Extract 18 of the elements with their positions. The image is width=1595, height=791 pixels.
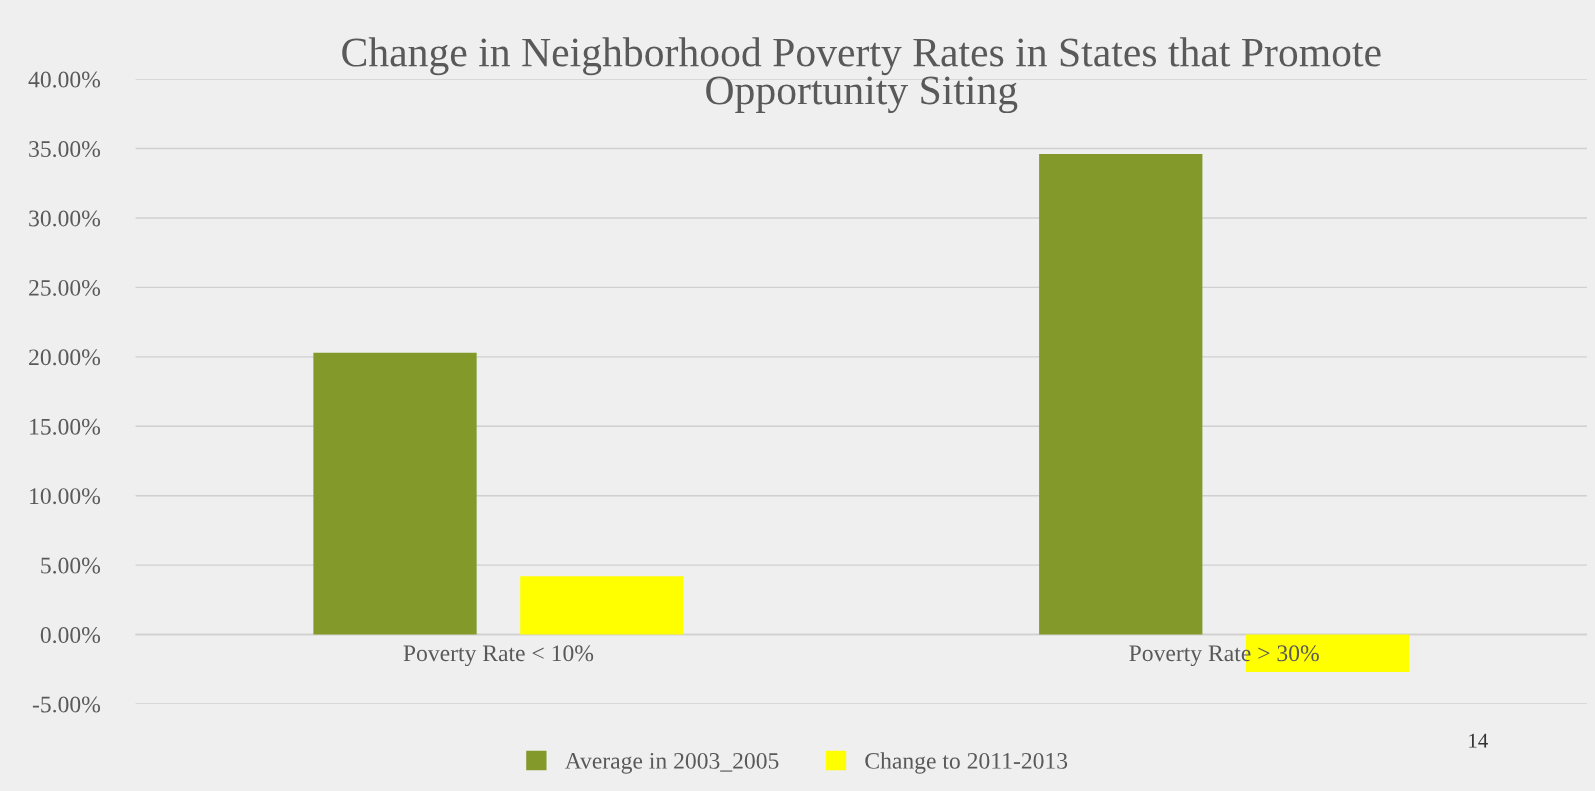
y-tick-label: 15.00% (30, 418, 101, 435)
bar (313, 352, 477, 635)
y-tick-label: 40.00% (28, 71, 101, 88)
chart-title: Change in Neighborhood Poverty Rates in States that Promote Opportunity Siting (342, 37, 1381, 114)
legend-label: Change to 2011-2013 (865, 752, 1068, 774)
y-tick-label: 20.00% (29, 349, 101, 366)
y-tick-label: 25.00% (29, 279, 101, 296)
y-tick-label: 0.00% (40, 627, 101, 644)
y-tick-label: 35.00% (29, 141, 101, 158)
bar (520, 576, 684, 635)
y-tick-label: 30.00% (29, 210, 101, 227)
bar (1039, 154, 1203, 635)
x-tick-label: Poverty Rate < 10% (403, 645, 594, 667)
text: 14 (1469, 733, 1488, 748)
y-tick-label: 10.00% (30, 488, 101, 505)
legend-label: Average in 2003_2005 (564, 752, 779, 774)
y-tick-label: -5.00% (32, 696, 101, 713)
y-tick-label: 5.00% (41, 557, 101, 574)
